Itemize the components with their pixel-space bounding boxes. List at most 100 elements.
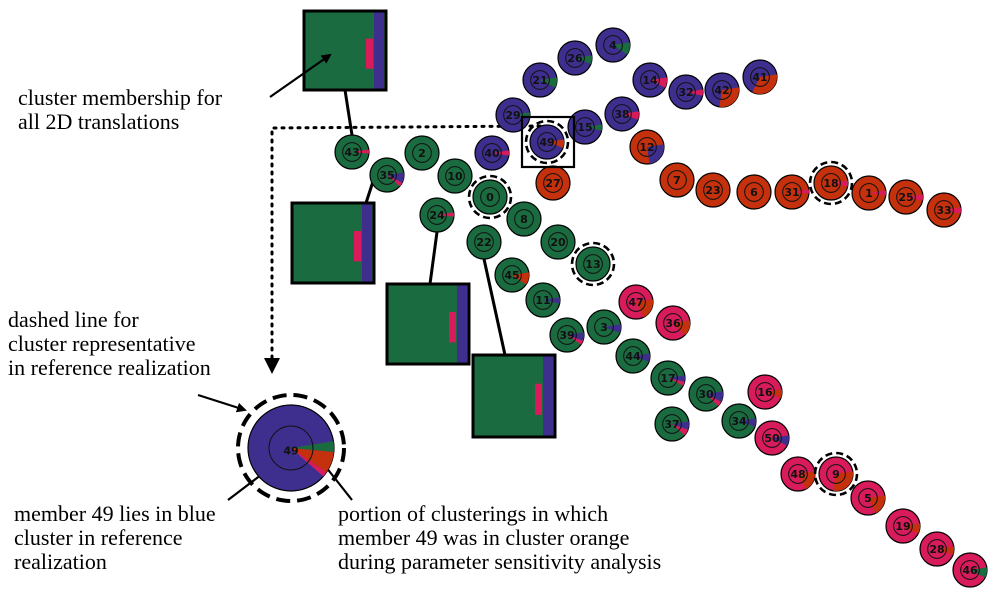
zoomed-member-glyph: 49 [236, 393, 346, 503]
member-id-label: 25 [898, 191, 913, 204]
membership-slice [903, 523, 920, 534]
membership-slice [833, 471, 853, 492]
member-id-label: 15 [577, 121, 592, 134]
member-id-label: 30 [698, 388, 714, 401]
member-fill [575, 246, 611, 282]
member-node: 15 [567, 109, 603, 145]
membership-slice [792, 189, 809, 194]
member-node: 14 [632, 62, 668, 98]
member-id-label: 38 [614, 108, 629, 121]
member-fill [466, 224, 502, 260]
member-node: 36 [655, 305, 691, 341]
member-fill [695, 172, 731, 208]
member-fill [659, 162, 695, 198]
membership-slice [686, 89, 703, 96]
thumbnail-pink-region [354, 231, 361, 262]
member-inner-ring [658, 368, 678, 388]
member-node: 1 [851, 175, 887, 211]
member-node: 0 [467, 174, 513, 220]
membership-slice [585, 124, 602, 131]
member-id-label: 9 [832, 468, 840, 481]
member-id-label: 28 [929, 543, 944, 556]
member-id-label: 18 [823, 177, 838, 190]
member-node: 33 [926, 192, 962, 228]
member-node: 45 [494, 257, 530, 293]
member-id-label: 29 [505, 109, 520, 122]
member-node: 21 [522, 62, 558, 98]
member-inner-ring [537, 132, 557, 152]
membership-slice [944, 207, 961, 214]
member-inner-ring [548, 232, 568, 252]
member-id-label: 19 [895, 520, 910, 533]
representative-dashed-ring [236, 393, 346, 503]
member-id-label: 49 [539, 136, 554, 149]
arrow-to-thumbnail [269, 53, 332, 98]
member-node: 2 [404, 135, 440, 171]
membership-slice [636, 299, 653, 318]
member-node: 32 [668, 74, 704, 110]
annotation-member-blue: member 49 lies in blue cluster in refere… [14, 501, 216, 574]
thumbnail-green-region [302, 9, 388, 92]
member-inner-ring [896, 187, 916, 207]
thumbnail-blue-strip [543, 356, 553, 436]
member-inner-ring [744, 182, 764, 202]
member-id-label: 44 [625, 350, 641, 363]
member-inner-ring [503, 105, 523, 125]
member-inner-ring [342, 142, 362, 162]
member-node: 13 [570, 241, 616, 287]
member-inner-ring [703, 180, 723, 200]
member-id-label: 47 [628, 296, 643, 309]
annotation-dashed-line: dashed line for cluster representative i… [8, 307, 211, 380]
member-node: 3 [586, 309, 622, 345]
member-id-label: 39 [559, 329, 574, 342]
member-fill [404, 135, 440, 171]
member-node: 7 [659, 162, 695, 198]
member-node: 23 [695, 172, 731, 208]
thumbnail-green-region [471, 353, 557, 439]
membership-slice [647, 144, 664, 164]
member-node: 19 [885, 508, 921, 544]
member-node: 35 [369, 157, 405, 193]
member-inner-ring [603, 35, 623, 55]
member-inner-ring [427, 205, 447, 225]
member-id-label: 10 [447, 170, 463, 183]
membership-slice [622, 111, 639, 120]
member-inner-ring [377, 165, 397, 185]
member-node: 39 [549, 317, 585, 353]
member-id-label: 22 [476, 236, 491, 249]
membership-slice [798, 471, 815, 490]
membership-slice [650, 77, 667, 88]
membership-slice [831, 180, 849, 187]
thumbnail-pink-region [449, 312, 456, 343]
member-id-label: 14 [642, 74, 658, 87]
membership-slice [672, 421, 690, 430]
thumbnail-pink-region [535, 383, 542, 415]
member-id-label: 12 [639, 141, 654, 154]
membership-slice [719, 87, 739, 107]
dotted-connector-arrowhead [264, 358, 280, 374]
membership-slice [937, 546, 954, 555]
member-node: 16 [747, 374, 783, 410]
member-id-label: 37 [664, 418, 679, 431]
member-fill [472, 179, 508, 215]
member-id-label: 0 [486, 191, 494, 204]
member-node: 9 [813, 451, 859, 497]
member-inner-ring [755, 382, 775, 402]
membership-slice [575, 55, 593, 64]
member-node: 20 [540, 224, 576, 260]
thumbnail-blue-strip [362, 204, 372, 282]
member-inner-ring [640, 70, 660, 90]
member-node: 17 [650, 360, 686, 396]
member-node: 18 [808, 160, 854, 206]
arrow-to-dashed-ring [197, 393, 247, 413]
member-node: 26 [557, 40, 593, 76]
membership-thumbnail [302, 9, 388, 92]
member-id-label: 17 [660, 372, 675, 385]
member-node: 47 [618, 284, 654, 320]
member-node: 49 [524, 119, 570, 165]
member-inner-ring [612, 104, 632, 124]
member-node: 10 [437, 158, 473, 194]
thumbnail-blue-strip [457, 285, 467, 363]
